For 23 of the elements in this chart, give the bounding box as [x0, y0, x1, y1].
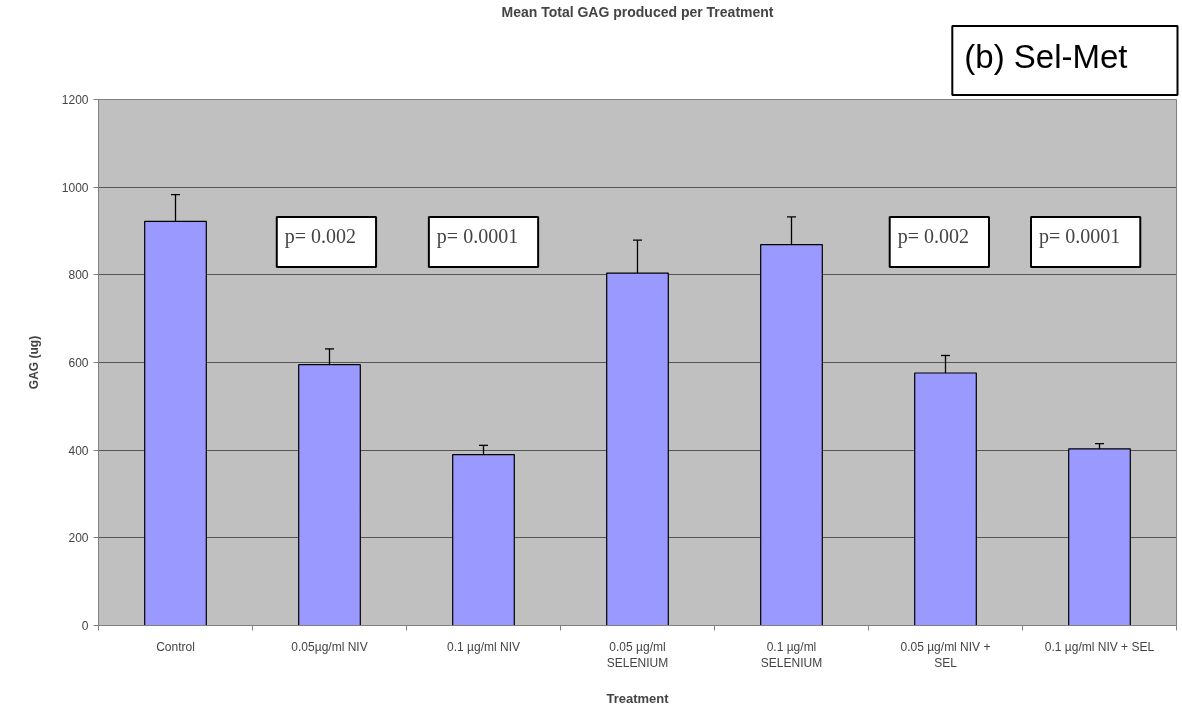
x-tick-label: Control: [156, 639, 195, 654]
x-tick-label: 0.1 µg/ml NIV + SEL: [1044, 639, 1155, 654]
chart-title: Mean Total GAG produced per Treatment: [501, 3, 774, 20]
annotation: p= 0.0001: [1039, 225, 1121, 249]
x-tick-label: 0.1 µg/ml SELENIUM: [760, 639, 823, 671]
annotation: p= 0.002: [284, 225, 357, 249]
bar: [1068, 448, 1131, 626]
y-tick-label: 800: [68, 268, 89, 283]
y-tick-label: 200: [68, 531, 89, 546]
text: (b) Sel-Met: [964, 38, 1128, 75]
annotation: p= 0.002: [897, 225, 969, 249]
y-tick-label: 0: [81, 619, 89, 633]
y-tick-label: 400: [68, 443, 89, 458]
x-tick-label: 0.05 µg/ml SELENIUM: [606, 639, 669, 671]
x-tick-label: 0.05µg/ml NIV: [291, 639, 368, 654]
x-tick-label: 0.1 µg/ml NIV: [447, 639, 520, 654]
y-tick-label: 1000: [61, 180, 89, 195]
annotation: p= 0.0001: [436, 225, 519, 249]
x-axis-title: Treatment: [606, 691, 670, 707]
y-axis-title: GAG (ug): [26, 335, 41, 390]
y-tick-label: 1200: [61, 93, 89, 107]
y-tick-label: 600: [68, 356, 89, 370]
x-tick-label: 0.05 µg/ml NIV + SEL: [900, 639, 991, 671]
